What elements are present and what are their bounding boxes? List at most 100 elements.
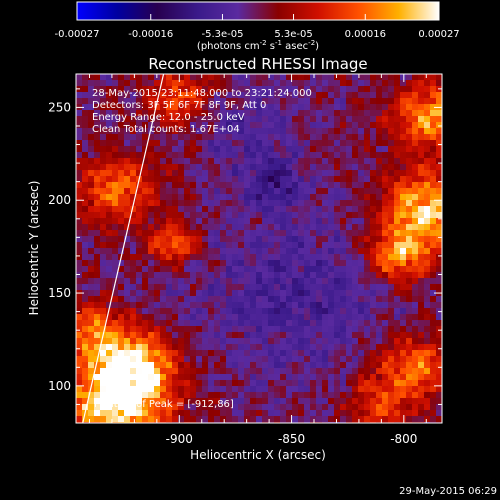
heatmap-cell — [304, 140, 311, 147]
heatmap-cell — [292, 398, 299, 405]
heatmap-cell — [82, 212, 89, 219]
heatmap-cell — [148, 404, 155, 411]
heatmap-cell — [310, 326, 317, 333]
heatmap-cell — [286, 176, 293, 183]
heatmap-cell — [394, 230, 401, 237]
heatmap-cell — [136, 344, 143, 351]
heatmap-cell — [256, 362, 263, 369]
heatmap-cell — [316, 98, 323, 105]
heatmap-cell — [100, 164, 107, 171]
heatmap-cell — [142, 374, 149, 381]
heatmap-cell — [274, 410, 281, 417]
heatmap-cell — [172, 392, 179, 399]
heatmap-cell — [370, 326, 377, 333]
heatmap-cell — [82, 194, 89, 201]
heatmap-cell — [124, 80, 131, 87]
heatmap-cell — [328, 230, 335, 237]
heatmap-cell — [310, 152, 317, 159]
heatmap-cell — [250, 98, 257, 105]
heatmap-cell — [124, 194, 131, 201]
heatmap-cell — [286, 344, 293, 351]
heatmap-cell — [370, 194, 377, 201]
heatmap-cell — [202, 230, 209, 237]
heatmap-cell — [118, 110, 125, 117]
heatmap-cell — [358, 374, 365, 381]
heatmap-cell — [196, 374, 203, 381]
heatmap-cell — [424, 170, 431, 177]
heatmap-cell — [412, 338, 419, 345]
heatmap-cell — [178, 350, 185, 357]
heatmap-cell — [100, 404, 107, 411]
heatmap-cell — [88, 260, 95, 267]
heatmap-cell — [262, 374, 269, 381]
heatmap-cell — [256, 380, 263, 387]
heatmap-cell — [268, 302, 275, 309]
heatmap-cell — [250, 122, 257, 129]
heatmap-cell — [88, 230, 95, 237]
heatmap-cell — [220, 320, 227, 327]
heatmap-cell — [76, 164, 83, 171]
heatmap-cell — [274, 332, 281, 339]
heatmap-cell — [154, 260, 161, 267]
heatmap-cell — [430, 266, 437, 273]
heatmap-cell — [118, 266, 125, 273]
heatmap-cell — [244, 308, 251, 315]
heatmap-cell — [352, 350, 359, 357]
heatmap-cell — [172, 248, 179, 255]
heatmap-cell — [148, 242, 155, 249]
heatmap-cell — [352, 146, 359, 153]
heatmap-cell — [172, 296, 179, 303]
heatmap-cell — [322, 140, 329, 147]
heatmap-cell — [82, 356, 89, 363]
heatmap-cell — [172, 374, 179, 381]
heatmap-cell — [190, 104, 197, 111]
heatmap-cell — [280, 158, 287, 165]
heatmap-cell — [76, 80, 83, 87]
heatmap-cell — [376, 350, 383, 357]
heatmap-cell — [214, 332, 221, 339]
heatmap-cell — [220, 296, 227, 303]
heatmap-cell — [220, 308, 227, 315]
heatmap-cell — [142, 86, 149, 93]
heatmap-cell — [352, 314, 359, 321]
heatmap-cell — [190, 398, 197, 405]
heatmap-cell — [154, 134, 161, 141]
heatmap-cell — [178, 218, 185, 225]
heatmap-cell — [220, 362, 227, 369]
heatmap-cell — [238, 86, 245, 93]
heatmap-cell — [334, 302, 341, 309]
heatmap-cell — [310, 98, 317, 105]
heatmap-cell — [214, 350, 221, 357]
heatmap-cell — [238, 74, 245, 81]
heatmap-cell — [298, 194, 305, 201]
heatmap-cell — [400, 266, 407, 273]
heatmap-cell — [340, 80, 347, 87]
heatmap-cell — [322, 86, 329, 93]
heatmap-cell — [394, 212, 401, 219]
heatmap-cell — [196, 332, 203, 339]
heatmap-cell — [190, 272, 197, 279]
heatmap-cell — [352, 176, 359, 183]
heatmap-cell — [76, 374, 83, 381]
heatmap-cell — [100, 398, 107, 405]
heatmap-cell — [424, 206, 431, 213]
heatmap-cell — [88, 296, 95, 303]
heatmap-cell — [412, 212, 419, 219]
heatmap-cell — [154, 152, 161, 159]
heatmap-cell — [400, 182, 407, 189]
heatmap-cell — [268, 230, 275, 237]
heatmap-cell — [118, 248, 125, 255]
heatmap-cell — [280, 146, 287, 153]
heatmap-cell — [364, 362, 371, 369]
heatmap-cell — [118, 386, 125, 393]
heatmap-cell — [400, 164, 407, 171]
heatmap-cell — [304, 308, 311, 315]
heatmap-cell — [418, 410, 425, 417]
heatmap-cell — [238, 140, 245, 147]
heatmap-cell — [112, 344, 119, 351]
heatmap-cell — [268, 164, 275, 171]
heatmap-cell — [382, 278, 389, 285]
heatmap-cell — [346, 332, 353, 339]
heatmap-cell — [88, 284, 95, 291]
heatmap-cell — [370, 182, 377, 189]
